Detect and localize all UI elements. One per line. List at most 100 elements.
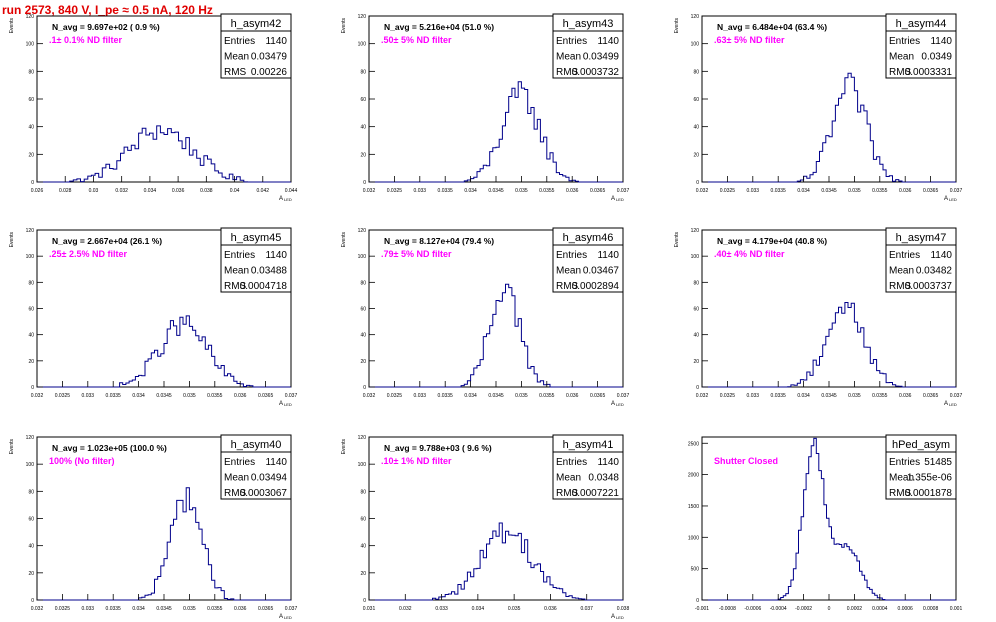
x-tick-label: 0.034 (144, 188, 157, 194)
x-tick-label: 0.0345 (821, 393, 837, 399)
x-axis-label-subscript: LED (284, 615, 292, 620)
x-tick-label: 0.0345 (156, 606, 172, 612)
filter-label: 100% (No filter) (49, 456, 115, 466)
x-tick-label: 0.0345 (156, 393, 172, 399)
stats-label: Mean (224, 52, 249, 63)
n-avg-annotation: N_avg = 8.127e+04 (79.4 %) (384, 236, 494, 246)
y-tick-label: 80 (360, 280, 366, 286)
y-tick-label: 2500 (688, 441, 699, 447)
y-tick-label: 80 (28, 69, 34, 75)
stats-value: 1140 (597, 457, 619, 468)
stats-value: 0.00226 (251, 67, 288, 78)
y-axis-label: Events (341, 232, 347, 248)
x-tick-label: 0.0325 (720, 188, 736, 194)
x-tick-label: 0.0335 (106, 393, 122, 399)
filter-label: .79± 5% ND filter (381, 249, 452, 259)
stats-value: 0.0003732 (572, 67, 620, 78)
y-tick-label: 100 (26, 254, 35, 260)
x-tick-label: 0.037 (285, 393, 298, 399)
stats-label: Mean (556, 473, 581, 484)
stats-value: 0.03494 (251, 473, 288, 484)
x-tick-label: 0.034 (472, 606, 485, 612)
x-tick-label: 0.032 (31, 393, 44, 399)
stats-value: 1.355e-06 (907, 473, 952, 484)
x-tick-label: 0.0335 (106, 606, 122, 612)
x-tick-label: 0.036 (172, 188, 185, 194)
histogram-panel-h_asym42: 0.026 0.028 0.03 0.032 0.034 0.036 0.038 0.04 0.… (9, 13, 297, 202)
histogram-title: hPed_asym (892, 439, 950, 451)
x-tick-label: 0.0355 (872, 188, 888, 194)
x-axis-label: ALED (611, 401, 624, 407)
x-tick-label: 0.0006 (898, 606, 914, 612)
y-tick-label: 20 (28, 359, 34, 365)
x-tick-label: 0.0325 (387, 393, 403, 399)
x-tick-label: 0.037 (950, 188, 963, 194)
stats-label: Mean (889, 473, 914, 484)
x-tick-label: 0.0365 (923, 393, 939, 399)
y-tick-label: 100 (358, 462, 367, 468)
histogram-title: h_asym44 (896, 18, 947, 30)
x-axis-label-subscript: LED (284, 197, 292, 202)
stats-box (885, 451, 957, 500)
x-axis-label: ALED (944, 401, 957, 407)
y-tick-label: 40 (693, 125, 699, 131)
y-tick-label: 500 (691, 567, 700, 573)
histogram-panel-h_asym41: 0.031 0.032 0.033 0.034 0.035 0.036 0.037 0.038… (341, 434, 630, 620)
x-tick-label: 0.037 (285, 606, 298, 612)
x-tick-label: 0.036 (899, 393, 912, 399)
stats-label: Entries (889, 36, 920, 47)
histogram-title: h_asym42 (231, 18, 282, 30)
stats-label: Mean (556, 266, 581, 277)
histogram-title: h_asym45 (231, 232, 282, 244)
x-tick-label: 0.042 (257, 188, 270, 194)
x-tick-label: 0.031 (363, 606, 376, 612)
stats-value: 1140 (930, 36, 952, 47)
histogram-line (702, 72, 956, 183)
x-tick-label: 0.038 (617, 606, 630, 612)
stats-value: 0.0002894 (572, 281, 620, 292)
stats-value: 0.0001878 (905, 488, 953, 499)
x-tick-label: 0.0008 (923, 606, 939, 612)
x-tick-label: 0.04 (230, 188, 240, 194)
x-tick-label: 0.0355 (872, 393, 888, 399)
x-tick-label: 0.035 (515, 393, 528, 399)
stats-value: 1140 (597, 250, 619, 261)
x-tick-label: 0.037 (950, 393, 963, 399)
stats-label: Entries (889, 457, 920, 468)
x-tick-label: 0.0355 (207, 393, 223, 399)
stats-value: 1140 (930, 250, 952, 261)
x-tick-label: 0.035 (848, 393, 861, 399)
x-tick-label: 0.0325 (55, 393, 71, 399)
x-tick-label: 0.0002 (847, 606, 863, 612)
x-tick-label: 0.033 (82, 393, 95, 399)
y-tick-label: 20 (28, 571, 34, 577)
n-avg-annotation: N_avg = 5.216e+04 (51.0 %) (384, 22, 494, 32)
y-tick-label: 60 (360, 307, 366, 313)
x-axis-label-subscript: LED (616, 402, 624, 407)
x-tick-label: 0.035 (848, 188, 861, 194)
stats-value: 0.0003067 (240, 488, 288, 499)
histogram-line (37, 487, 291, 601)
histogram-panel-h_asym40: 0.032 0.0325 0.033 0.0335 0.034 0.0345 0.035 0.… (9, 434, 298, 620)
y-axis-label: Events (341, 439, 347, 455)
x-tick-label: 0 (828, 606, 831, 612)
stats-value: 0.0003331 (905, 67, 953, 78)
x-tick-label: 0.0365 (590, 393, 606, 399)
y-tick-label: 0 (363, 180, 366, 186)
stats-label: Mean (556, 52, 581, 63)
filter-label: .1± 0.1% ND filter (49, 35, 122, 45)
histogram-line (37, 315, 291, 388)
histogram-panel-h_asym43: 0.032 0.0325 0.033 0.0335 0.034 0.0345 0.035 0.… (341, 13, 629, 202)
stats-box (552, 451, 624, 500)
stats-label: Mean (224, 473, 249, 484)
y-tick-label: 120 (26, 14, 35, 20)
y-tick-label: 40 (360, 544, 366, 550)
stats-box (220, 451, 292, 500)
stats-value: 0.03479 (251, 52, 288, 63)
stats-value: 51485 (924, 457, 952, 468)
y-tick-label: 20 (360, 359, 366, 365)
x-tick-label: 0.038 (200, 188, 213, 194)
x-tick-label: 0.001 (950, 606, 963, 612)
y-tick-label: 100 (358, 42, 367, 48)
stats-value: 1140 (265, 457, 287, 468)
